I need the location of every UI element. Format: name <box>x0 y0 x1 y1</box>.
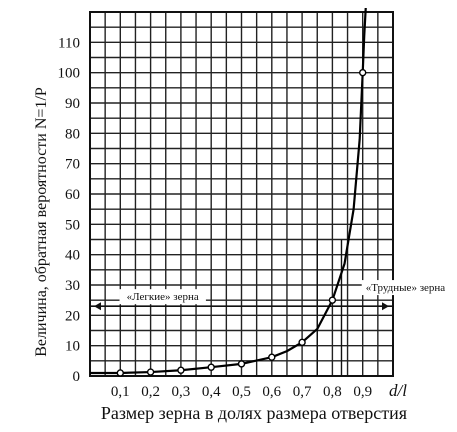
annotation-hard-grains: «Трудные» зерна <box>366 282 446 294</box>
x-tick-labels: 0,1 0,2 0,3 0,4 0,5 0,6 0,7 0,8 0,9 <box>111 384 372 400</box>
x-tick-label: 0,1 <box>111 384 130 400</box>
y-tick-label: 20 <box>65 308 80 324</box>
x-tick-label: 0,6 <box>262 384 281 400</box>
x-tick-label: 0,4 <box>202 384 221 400</box>
data-point <box>328 296 337 304</box>
y-tick-label: 60 <box>65 187 80 203</box>
x-tick-label: 0,3 <box>172 384 191 400</box>
annotation-background <box>361 280 454 296</box>
series-curve <box>90 7 367 375</box>
data-points <box>116 68 367 377</box>
threshold-arrow-left <box>94 302 101 311</box>
x-tick-label: 0,5 <box>232 384 251 400</box>
annotation-easy-grains: «Легкие» зерна <box>127 291 199 303</box>
data-point <box>146 368 155 376</box>
y-tick-label: 30 <box>65 278 80 294</box>
data-point <box>207 363 215 371</box>
data-point <box>359 68 367 77</box>
grid <box>90 12 393 376</box>
data-point <box>237 360 246 368</box>
data-point <box>177 366 185 374</box>
y-tick-label: 40 <box>65 248 80 264</box>
data-point <box>116 369 125 377</box>
x-tick-label: 0,9 <box>353 384 372 400</box>
x-axis-symbol: d/l <box>389 381 407 400</box>
x-tick-label: 0,7 <box>293 384 312 400</box>
x-axis-label: Размер зерна в долях размера отверстия <box>101 403 407 423</box>
y-tick-label: 70 <box>65 157 80 173</box>
y-axis-label: Величина, обратная вероятности N=1/P <box>33 87 50 357</box>
plot-frame <box>89 11 394 377</box>
y-tick-label: 80 <box>65 126 80 142</box>
x-tick-label: 0,8 <box>323 384 342 400</box>
x-tick-label: 0,2 <box>141 384 160 400</box>
annotations: «Легкие» зерна «Трудные» зерна <box>119 280 454 305</box>
y-tick-label: 110 <box>58 35 80 51</box>
y-tick-label: 90 <box>65 96 80 112</box>
y-tick-label: 50 <box>65 217 80 233</box>
y-tick-label: 10 <box>65 339 80 355</box>
y-tick-label: 100 <box>58 66 81 82</box>
annotation-background <box>119 289 206 305</box>
reference-lines <box>90 239 393 376</box>
data-point <box>268 353 276 361</box>
y-tick-label: 0 <box>73 369 81 385</box>
axes <box>89 11 394 377</box>
probability-curve <box>90 7 367 375</box>
data-point <box>298 338 306 347</box>
y-tick-labels: 0 10 20 30 40 50 60 70 80 90 100 110 <box>58 35 81 385</box>
threshold-arrow-right <box>382 302 389 311</box>
